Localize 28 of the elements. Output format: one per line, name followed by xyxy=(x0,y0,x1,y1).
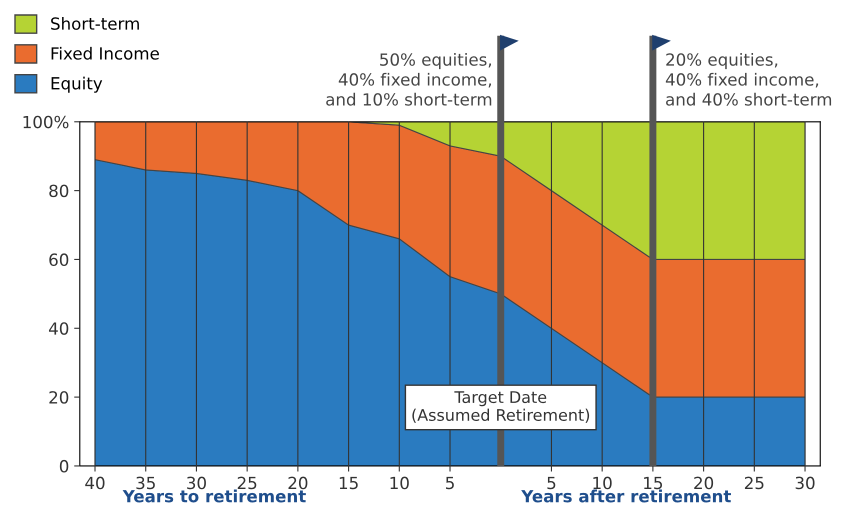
x-tick-label: 10 xyxy=(593,476,612,490)
ref-line-label: 50% equities, 40% fixed income, and 10% short-term xyxy=(326,52,492,106)
x-tick-label: 15 xyxy=(340,476,358,490)
x-tick-label: 40 xyxy=(85,476,105,490)
legend-label: Equity xyxy=(52,76,102,93)
x-tick-label: 30 xyxy=(187,476,206,490)
x-tick-label: 5 xyxy=(547,476,556,490)
ref-line-label: 20% equities, 40% fixed income, and 40% short-term xyxy=(666,52,832,106)
y-tick-label: 60 xyxy=(49,253,68,266)
y-tick-label: 80 xyxy=(49,184,68,198)
x-tick-label: 35 xyxy=(136,476,155,490)
annotation: Target Date (Assumed Retirement) xyxy=(412,391,590,423)
x-tick-label: 30 xyxy=(796,476,815,490)
y-tick-label: 100% xyxy=(24,116,68,128)
legend-label: Short-term xyxy=(51,17,139,30)
x-tick-label: 25 xyxy=(238,476,256,490)
x-tick-label: 25 xyxy=(744,476,764,490)
y-tick-label: 20 xyxy=(49,391,68,404)
x-tick-label: 20 xyxy=(288,476,308,490)
text: Years to retirement xyxy=(122,490,306,502)
x-tick-label: 5 xyxy=(446,476,454,490)
x-tick-label: 10 xyxy=(390,476,409,490)
y-tick-label: 40 xyxy=(48,322,68,335)
x-tick-label: 20 xyxy=(694,476,714,490)
x-tick-label: 15 xyxy=(644,476,662,490)
text: Years after retirement xyxy=(521,490,731,502)
y-tick-label: 0 xyxy=(60,460,68,473)
legend-label: Fixed Income xyxy=(52,46,159,60)
